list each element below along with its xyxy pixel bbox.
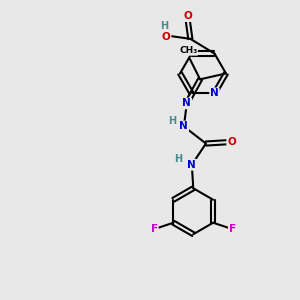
Text: F: F [151,224,158,234]
Text: H: H [160,21,168,31]
Text: O: O [227,137,236,147]
Text: N: N [210,88,219,98]
Text: N: N [188,160,196,170]
Text: O: O [162,32,171,42]
Text: H: H [175,154,183,164]
Text: O: O [183,11,192,21]
Text: F: F [229,224,236,234]
Text: N: N [182,98,191,109]
Text: H: H [168,116,176,126]
Text: N: N [179,122,188,131]
Text: CH₃: CH₃ [179,46,197,55]
